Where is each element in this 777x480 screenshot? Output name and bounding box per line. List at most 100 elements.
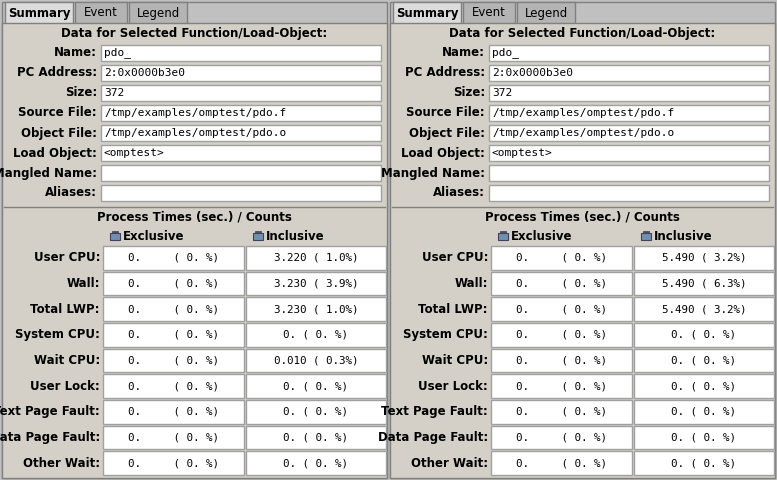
Text: Inclusive: Inclusive <box>266 229 324 242</box>
Text: Other Wait:: Other Wait: <box>23 456 100 469</box>
Text: 0.     ( 0. %): 0. ( 0. %) <box>127 432 219 443</box>
Bar <box>101 185 381 201</box>
Text: Event: Event <box>84 7 118 20</box>
Text: 372: 372 <box>492 88 512 98</box>
Text: Wait CPU:: Wait CPU: <box>33 354 100 367</box>
Bar <box>246 374 386 398</box>
Text: <omptest>: <omptest> <box>104 148 165 158</box>
Text: System CPU:: System CPU: <box>403 328 488 341</box>
Bar <box>103 272 243 295</box>
Bar <box>500 231 506 233</box>
Text: 0. ( 0. %): 0. ( 0. %) <box>671 432 737 443</box>
Text: System CPU:: System CPU: <box>15 328 100 341</box>
Text: 3.230 ( 1.0%): 3.230 ( 1.0%) <box>274 304 358 314</box>
Bar <box>101 145 381 161</box>
Text: Data for Selected Function/Load-Object:: Data for Selected Function/Load-Object: <box>61 26 328 39</box>
Bar <box>101 45 381 61</box>
Bar <box>491 246 632 270</box>
Text: 0. ( 0. %): 0. ( 0. %) <box>284 381 348 391</box>
Bar <box>633 297 774 321</box>
Text: 2:0x0000b3e0: 2:0x0000b3e0 <box>104 68 185 78</box>
Bar <box>390 23 775 478</box>
Bar <box>489 185 769 201</box>
Text: 0.     ( 0. %): 0. ( 0. %) <box>516 458 607 468</box>
Text: PC Address:: PC Address: <box>17 67 97 80</box>
Bar <box>489 145 769 161</box>
Bar <box>463 2 515 24</box>
Bar <box>489 105 769 121</box>
Text: 5.490 ( 3.2%): 5.490 ( 3.2%) <box>661 304 746 314</box>
Text: pdo_: pdo_ <box>492 48 519 59</box>
Text: Load Object:: Load Object: <box>13 146 97 159</box>
Bar <box>103 451 243 475</box>
Bar <box>129 2 187 24</box>
Text: Aliases:: Aliases: <box>45 187 97 200</box>
Text: Data Page Fault:: Data Page Fault: <box>0 431 100 444</box>
Text: 0. ( 0. %): 0. ( 0. %) <box>671 458 737 468</box>
Text: Summary: Summary <box>395 7 458 20</box>
Bar <box>103 323 243 347</box>
Bar <box>633 426 774 449</box>
Text: User CPU:: User CPU: <box>33 252 100 264</box>
Text: Wall:: Wall: <box>455 277 488 290</box>
Text: PC Address:: PC Address: <box>405 67 485 80</box>
Bar <box>246 451 386 475</box>
Text: Name:: Name: <box>54 47 97 60</box>
Text: Total LWP:: Total LWP: <box>30 303 100 316</box>
Text: 0. ( 0. %): 0. ( 0. %) <box>671 330 737 340</box>
Bar <box>491 323 632 347</box>
Bar <box>633 374 774 398</box>
Text: Exclusive: Exclusive <box>123 229 184 242</box>
Bar <box>246 426 386 449</box>
Bar <box>489 45 769 61</box>
Bar <box>101 125 381 141</box>
Text: 0.     ( 0. %): 0. ( 0. %) <box>516 432 607 443</box>
Text: 3.230 ( 3.9%): 3.230 ( 3.9%) <box>274 278 358 288</box>
Text: 0.010 ( 0.3%): 0.010 ( 0.3%) <box>274 356 358 365</box>
Text: Data for Selected Function/Load-Object:: Data for Selected Function/Load-Object: <box>449 26 716 39</box>
Text: Summary: Summary <box>8 7 70 20</box>
Text: 372: 372 <box>104 88 124 98</box>
Text: 0. ( 0. %): 0. ( 0. %) <box>671 356 737 365</box>
Text: 0.     ( 0. %): 0. ( 0. %) <box>127 407 219 417</box>
Bar <box>491 272 632 295</box>
Text: Other Wait:: Other Wait: <box>411 456 488 469</box>
Bar <box>491 374 632 398</box>
Text: Size:: Size: <box>453 86 485 99</box>
Text: 0.     ( 0. %): 0. ( 0. %) <box>516 304 607 314</box>
Text: 0. ( 0. %): 0. ( 0. %) <box>284 407 348 417</box>
Text: Inclusive: Inclusive <box>653 229 713 242</box>
Bar <box>75 2 127 24</box>
Bar <box>633 400 774 424</box>
Text: 5.490 ( 6.3%): 5.490 ( 6.3%) <box>661 278 746 288</box>
Text: 0.     ( 0. %): 0. ( 0. %) <box>516 253 607 263</box>
Text: Name:: Name: <box>442 47 485 60</box>
Text: Text Page Fault:: Text Page Fault: <box>0 405 100 419</box>
Text: Legend: Legend <box>137 7 179 20</box>
Text: 0. ( 0. %): 0. ( 0. %) <box>284 458 348 468</box>
Text: 0.     ( 0. %): 0. ( 0. %) <box>516 330 607 340</box>
Bar <box>489 165 769 181</box>
Bar <box>491 297 632 321</box>
Bar <box>5 2 73 24</box>
Text: 3.220 ( 1.0%): 3.220 ( 1.0%) <box>274 253 358 263</box>
Text: <omptest>: <omptest> <box>492 148 552 158</box>
Text: Size:: Size: <box>64 86 97 99</box>
Text: Object File:: Object File: <box>409 127 485 140</box>
Bar <box>393 2 461 24</box>
Text: 0.     ( 0. %): 0. ( 0. %) <box>516 407 607 417</box>
Text: Source File:: Source File: <box>19 107 97 120</box>
Bar <box>489 65 769 81</box>
Text: Total LWP:: Total LWP: <box>419 303 488 316</box>
Bar <box>633 246 774 270</box>
Text: 5.490 ( 3.2%): 5.490 ( 3.2%) <box>661 253 746 263</box>
Bar <box>489 125 769 141</box>
Bar <box>103 297 243 321</box>
Bar <box>491 426 632 449</box>
Bar <box>633 323 774 347</box>
Bar <box>246 348 386 372</box>
Text: 0.     ( 0. %): 0. ( 0. %) <box>127 381 219 391</box>
Text: Process Times (sec.) / Counts: Process Times (sec.) / Counts <box>485 211 680 224</box>
Text: /tmp/examples/omptest/pdo.o: /tmp/examples/omptest/pdo.o <box>492 128 674 138</box>
Text: 0.     ( 0. %): 0. ( 0. %) <box>127 304 219 314</box>
